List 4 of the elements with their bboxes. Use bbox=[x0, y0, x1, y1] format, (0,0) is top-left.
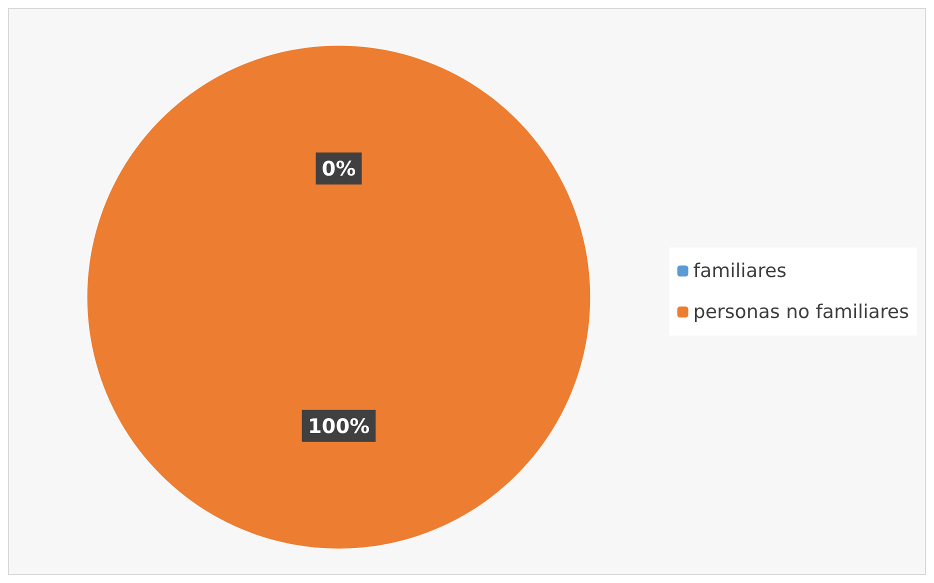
text: 0% bbox=[322, 156, 356, 180]
legend-label: familiares bbox=[693, 260, 787, 282]
legend-label: personas no familiares bbox=[693, 301, 909, 323]
data-label: 100% bbox=[308, 414, 370, 438]
